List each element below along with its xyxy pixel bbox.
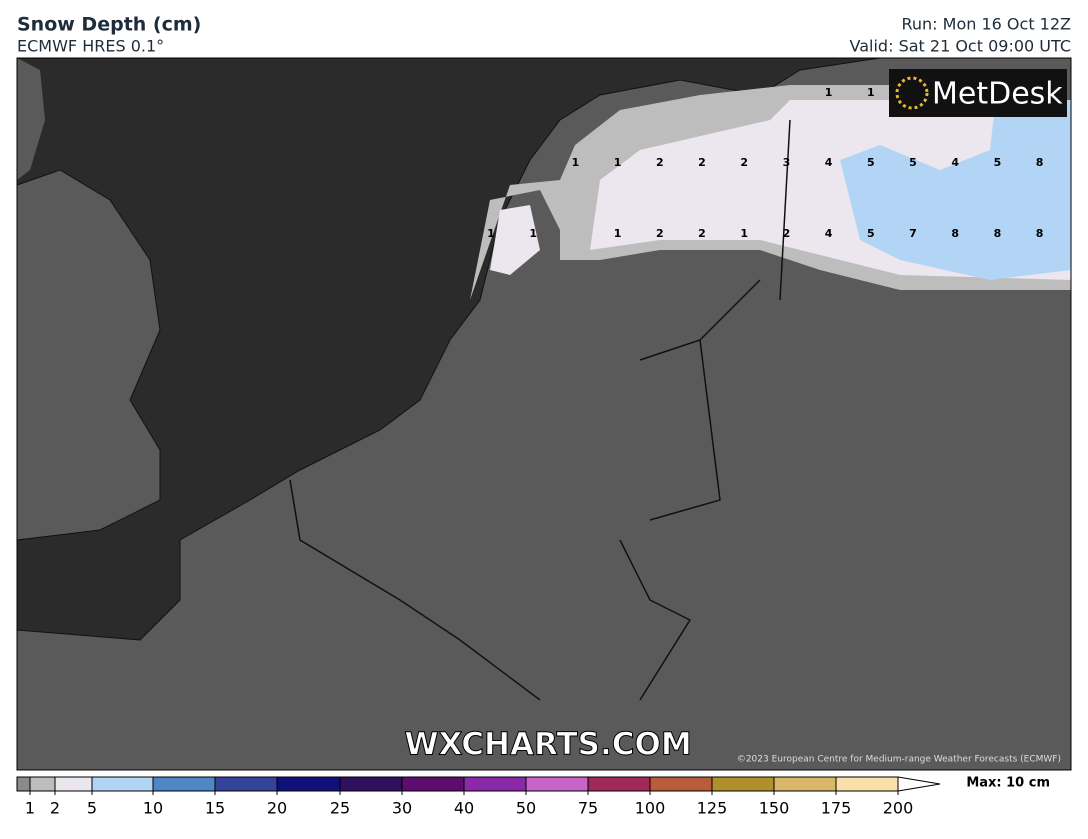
grid-label: 2 — [656, 227, 664, 240]
grid-label: 1 — [867, 86, 875, 99]
map-frame — [16, 57, 1072, 771]
legend-arrow — [897, 776, 941, 792]
grid-label: 8 — [951, 227, 959, 240]
subtitle: ECMWF HRES 0.1° — [17, 37, 164, 56]
legend-swatch — [340, 777, 402, 791]
run-time: Run: Mon 16 Oct 12Z — [902, 15, 1072, 34]
grid-label: 5 — [909, 156, 917, 169]
legend-label: 25 — [330, 799, 350, 818]
legend-label: 5 — [87, 799, 97, 818]
grid-label: 2 — [740, 156, 748, 169]
legend-swatch — [836, 777, 898, 791]
legend-label: 10 — [143, 799, 163, 818]
grid-label: 1 — [614, 156, 622, 169]
legend-swatch — [92, 777, 153, 791]
grid-label: 8 — [994, 227, 1002, 240]
grid-label: 1 — [825, 86, 833, 99]
legend-label: 200 — [883, 799, 914, 818]
grid-label: 4 — [825, 156, 833, 169]
grid-label: 2 — [698, 156, 706, 169]
grid-label: 1 — [740, 227, 748, 240]
legend: Max: 10 cm 1 2 5 10 15 20 25 30 40 50 75 100 125 150 1… — [16, 776, 1050, 818]
copyright: ©2023 European Centre for Medium-range W… — [737, 755, 1061, 765]
grid-label: 8 — [1036, 156, 1044, 169]
grid-label: 2 — [783, 227, 791, 240]
grid-label: 4 — [951, 156, 959, 169]
grid-label: 1 — [487, 227, 495, 240]
legend-label: 1 — [25, 799, 35, 818]
snow-5 — [840, 100, 1071, 280]
grid-label: 1 — [572, 156, 580, 169]
legend-label: 175 — [821, 799, 852, 818]
logo-icon — [895, 76, 929, 110]
grid-label: 5 — [994, 156, 1002, 169]
legend-label: 75 — [578, 799, 598, 818]
grid-labels: 1 11 1 2 2 2 3 4 5 5 4 5 81 1 1 2 2 1 2 4 5 7 8 8 8 — [487, 86, 1043, 240]
legend-label: 15 — [205, 799, 225, 818]
legend-swatch — [650, 777, 712, 791]
watermark: WXCHARTS.COM — [404, 727, 691, 763]
legend-label: 125 — [697, 799, 728, 818]
legend-label: 30 — [392, 799, 412, 818]
legend-max: Max: 10 cm — [966, 776, 1050, 791]
legend-below — [17, 777, 30, 791]
legend-label: 20 — [267, 799, 287, 818]
legend-swatch — [712, 777, 774, 791]
legend-swatch — [402, 777, 464, 791]
legend-swatch — [215, 777, 277, 791]
grid-label: 3 — [783, 156, 791, 169]
legend-label: 2 — [50, 799, 60, 818]
grid-label: 5 — [867, 156, 875, 169]
legend-swatch — [30, 777, 55, 791]
grid-label: 2 — [656, 156, 664, 169]
grid-label: 4 — [825, 227, 833, 240]
logo: MetDesk — [932, 77, 1063, 112]
title: Snow Depth (cm) — [17, 14, 201, 36]
legend-label: 150 — [759, 799, 790, 818]
map: MetDesk WXCHARTS.COM ©2023 European Cent… — [16, 57, 1072, 771]
grid-label: 5 — [867, 227, 875, 240]
grid-label: 8 — [1036, 227, 1044, 240]
land — [17, 58, 45, 180]
legend-swatch — [153, 777, 215, 791]
logo-box — [889, 69, 1067, 117]
grid-label: 7 — [909, 227, 917, 240]
grid-label: 1 — [614, 227, 622, 240]
legend-swatch — [277, 777, 340, 791]
legend-label: 50 — [516, 799, 536, 818]
grid-label: 2 — [698, 227, 706, 240]
legend-swatch — [464, 777, 526, 791]
grid-label: 1 — [529, 227, 537, 240]
legend-swatch — [774, 777, 836, 791]
legend-swatch — [55, 777, 92, 791]
border — [289, 119, 791, 701]
land — [16, 169, 161, 541]
legend-swatch — [588, 777, 650, 791]
valid-time: Valid: Sat 21 Oct 09:00 UTC — [850, 37, 1071, 56]
legend-swatch — [526, 777, 588, 791]
legend-label: 100 — [635, 799, 666, 818]
legend-label: 40 — [454, 799, 474, 818]
